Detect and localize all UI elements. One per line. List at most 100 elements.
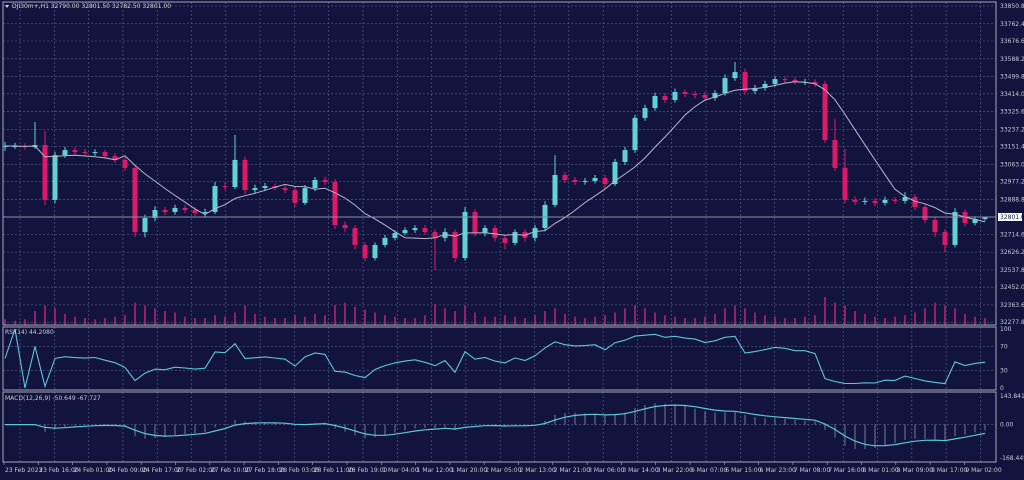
collapse-triangle-icon[interactable] (5, 5, 9, 8)
volume-bar (724, 308, 726, 325)
volume-bar (314, 313, 316, 325)
candle (152, 206, 158, 222)
volume-bar (594, 316, 596, 325)
time-tick-label: 24 Feb 01:00 (74, 467, 114, 474)
candle-body (602, 178, 608, 185)
volume-bar (784, 318, 786, 325)
macd-label: MACD(12,26,9) -50.649 -67.727 (5, 395, 101, 402)
time-tick-label: 1 Mar 20:00 (451, 467, 487, 474)
candle-body (912, 197, 918, 207)
candle-body (382, 237, 388, 245)
volume-bar (424, 315, 426, 325)
candle-body (132, 167, 138, 233)
candle (922, 203, 928, 224)
candle-body (332, 182, 338, 226)
candle (262, 183, 268, 192)
volume-bar (404, 318, 406, 325)
volume-bar (84, 318, 86, 325)
volume-bar (924, 308, 926, 325)
volume-bar (214, 315, 216, 325)
candle-body (192, 209, 198, 213)
candle (332, 179, 338, 230)
candle-body (902, 197, 908, 201)
volume-bar (574, 316, 576, 325)
candle-body (262, 186, 268, 189)
time-tick-label: 8 Mar 17:00 (931, 467, 967, 474)
candle-body (882, 199, 888, 203)
candle-body (62, 150, 68, 156)
candle-body (672, 91, 678, 101)
candle (712, 90, 718, 101)
candle-body (852, 199, 858, 202)
candle (512, 229, 518, 246)
volume-bar (684, 318, 686, 325)
candle-body (972, 219, 978, 224)
candle (92, 149, 98, 156)
candle-body (782, 79, 788, 81)
candle-body (142, 218, 148, 233)
time-tick-label: 9 Mar 02:00 (965, 467, 1001, 474)
candle-body (742, 72, 748, 91)
candle (422, 224, 428, 235)
candle-body (372, 244, 378, 259)
time-tick-label: 3 Mar 14:00 (622, 467, 658, 474)
candle (812, 79, 818, 87)
candle-body (452, 232, 458, 259)
candle-body (342, 225, 348, 229)
candle (242, 156, 248, 195)
candle (342, 221, 348, 233)
candle (552, 155, 558, 208)
volume-bar (604, 315, 606, 325)
candle (482, 225, 488, 237)
candle-body (232, 159, 238, 188)
candle-body (352, 228, 358, 245)
candle-body (202, 211, 208, 213)
volume-bar (964, 313, 966, 325)
volume-bar (354, 306, 356, 325)
candle-body (752, 87, 758, 91)
time-tick-label: 6 Mar 15:00 (725, 467, 761, 474)
volume-bar (654, 312, 656, 325)
candle-body (2, 146, 8, 148)
volume-bar (694, 318, 696, 325)
candle-body (542, 204, 548, 229)
time-tick-label: 27 Feb 18:00 (245, 467, 285, 474)
price-tick-label: 33325.60 (1000, 109, 1024, 116)
rsi-tick-label: 70 (1000, 344, 1008, 351)
candle (252, 184, 258, 194)
candle (872, 198, 878, 207)
candle-body (632, 117, 638, 151)
volume-bar (734, 305, 736, 325)
volume-bar (534, 315, 536, 325)
volume-bar (394, 316, 396, 325)
candle-body (612, 161, 618, 185)
price-tick-label: 33151.40 (1000, 144, 1024, 151)
volume-bar (134, 302, 136, 325)
price-tick-label: 32626.20 (1000, 249, 1024, 256)
volume-bar (764, 315, 766, 325)
candle (562, 171, 568, 184)
volume-bar (904, 315, 906, 325)
candle (622, 146, 628, 165)
volume-bar (774, 316, 776, 325)
price-axis: 33850.80 33762.40 33676.60 33588.20 33499.80… (998, 3, 1024, 462)
candle (892, 197, 898, 204)
time-tick-label: 6 Mar 07:00 (691, 467, 727, 474)
candle-body (172, 207, 178, 212)
macd-tick-label: 0.00 (1000, 422, 1014, 429)
time-tick-label: 8 Mar 01:00 (863, 467, 899, 474)
volume-bar (804, 316, 806, 325)
volume-bar (754, 312, 756, 325)
volume-bar (624, 308, 626, 325)
time-tick-label: 28 Feb 03:00 (279, 467, 319, 474)
price-tick-label: 33237.20 (1000, 126, 1024, 133)
volume-bar (384, 315, 386, 325)
price-tick-label: 32714.60 (1000, 231, 1024, 238)
candle (662, 92, 668, 104)
volume-bar (494, 316, 496, 325)
time-tick-label: 7 Mar 08:00 (794, 467, 830, 474)
price-tick-label: 32537.80 (1000, 267, 1024, 274)
candle-body (822, 83, 828, 141)
